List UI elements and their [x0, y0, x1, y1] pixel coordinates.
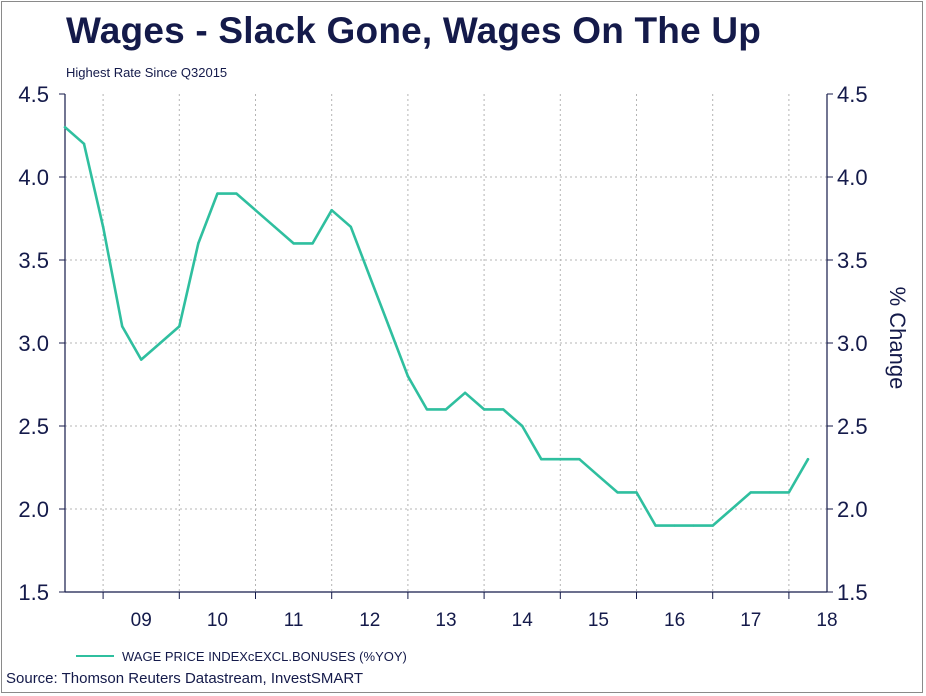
- data-point: [711, 524, 714, 527]
- y-tick-label-left: 4.0: [18, 165, 49, 190]
- y-tick-label-left: 3.0: [18, 331, 49, 356]
- y-tick-label-right: 4.5: [837, 82, 868, 107]
- data-point: [654, 524, 657, 527]
- data-point: [406, 375, 410, 378]
- data-point: [787, 491, 791, 494]
- x-tick-label: 18: [816, 610, 837, 631]
- data-point: [197, 242, 200, 245]
- x-tick-label: 10: [207, 610, 228, 631]
- data-point: [216, 192, 219, 195]
- x-tick-label: 12: [359, 610, 380, 631]
- y-axis-right-label: % Change: [885, 287, 910, 390]
- y-tick-label-left: 4.5: [18, 82, 49, 107]
- data-point: [463, 391, 467, 394]
- data-point: [616, 491, 619, 494]
- data-point: [311, 242, 314, 245]
- data-point: [559, 458, 562, 461]
- y-tick-label-right: 2.5: [837, 414, 868, 439]
- legend-swatch: [76, 655, 114, 657]
- data-point: [349, 225, 352, 228]
- data-point: [140, 358, 143, 361]
- x-tick-label: 15: [588, 610, 609, 631]
- x-tick-label: 17: [740, 610, 761, 631]
- data-point: [521, 424, 524, 428]
- x-tick-label: 13: [435, 610, 456, 631]
- data-point: [292, 242, 295, 245]
- data-point: [749, 491, 752, 494]
- data-point: [120, 325, 124, 328]
- y-tick-label-right: 1.5: [837, 580, 868, 605]
- data-point: [387, 325, 391, 328]
- y-tick-label-left: 1.5: [18, 580, 49, 605]
- chart-title: Wages - Slack Gone, Wages On The Up: [66, 10, 762, 51]
- y-tick-label-left: 2.0: [18, 497, 49, 522]
- grid-lines: [65, 94, 827, 592]
- data-point: [768, 491, 772, 494]
- data-point: [63, 126, 67, 129]
- chart-subtitle: Highest Rate Since Q32015: [66, 65, 228, 80]
- data-point: [330, 209, 333, 212]
- data-point: [444, 408, 448, 411]
- y-tick-label-left: 3.5: [18, 248, 49, 273]
- data-point: [673, 524, 676, 527]
- data-point: [82, 142, 86, 145]
- data-point: [254, 209, 257, 212]
- legend-label: WAGE PRICE INDEXcEXCL.BONUSES (%YOY): [122, 648, 407, 664]
- y-tick-label-right: 3.0: [837, 331, 868, 356]
- y-tick-label-right: 3.5: [837, 248, 868, 273]
- y-tick-label-right: 2.0: [837, 497, 868, 522]
- data-point: [540, 458, 543, 461]
- data-point: [730, 507, 733, 511]
- data-point: [368, 275, 371, 278]
- data-point: [159, 341, 162, 345]
- legend: WAGE PRICE INDEXcEXCL.BONUSES (%YOY): [76, 646, 407, 666]
- data-point: [273, 225, 276, 228]
- series-line: [63, 125, 810, 527]
- data-point: [101, 225, 105, 228]
- x-tick-label: 14: [512, 610, 534, 631]
- data-point: [578, 458, 581, 461]
- x-axis-ticks: 09 10 11 12 13 14 15 16 17 18: [102, 592, 838, 631]
- x-tick-label: 11: [284, 610, 304, 631]
- data-point: [482, 408, 486, 411]
- data-point: [597, 474, 600, 477]
- data-point: [235, 192, 238, 195]
- x-tick-label: 09: [131, 610, 152, 631]
- y-axis-left-ticks: 1.5 2.0 2.5 3.0 3.5 4.0 4.5: [18, 82, 65, 605]
- data-point: [635, 491, 638, 494]
- y-tick-label-right: 4.0: [837, 165, 868, 190]
- y-axis-right-ticks: 1.5 2.0 2.5 3.0 3.5 4.0 4.5: [827, 82, 868, 605]
- data-point: [692, 524, 695, 527]
- data-point: [501, 408, 505, 411]
- data-point: [425, 408, 429, 411]
- source-note: Source: Thomson Reuters Datastream, Inve…: [6, 670, 364, 687]
- series-lines: [63, 125, 810, 527]
- x-tick-label: 16: [664, 610, 685, 631]
- data-point: [178, 325, 181, 328]
- data-point: [806, 458, 810, 461]
- y-tick-label-left: 2.5: [18, 414, 49, 439]
